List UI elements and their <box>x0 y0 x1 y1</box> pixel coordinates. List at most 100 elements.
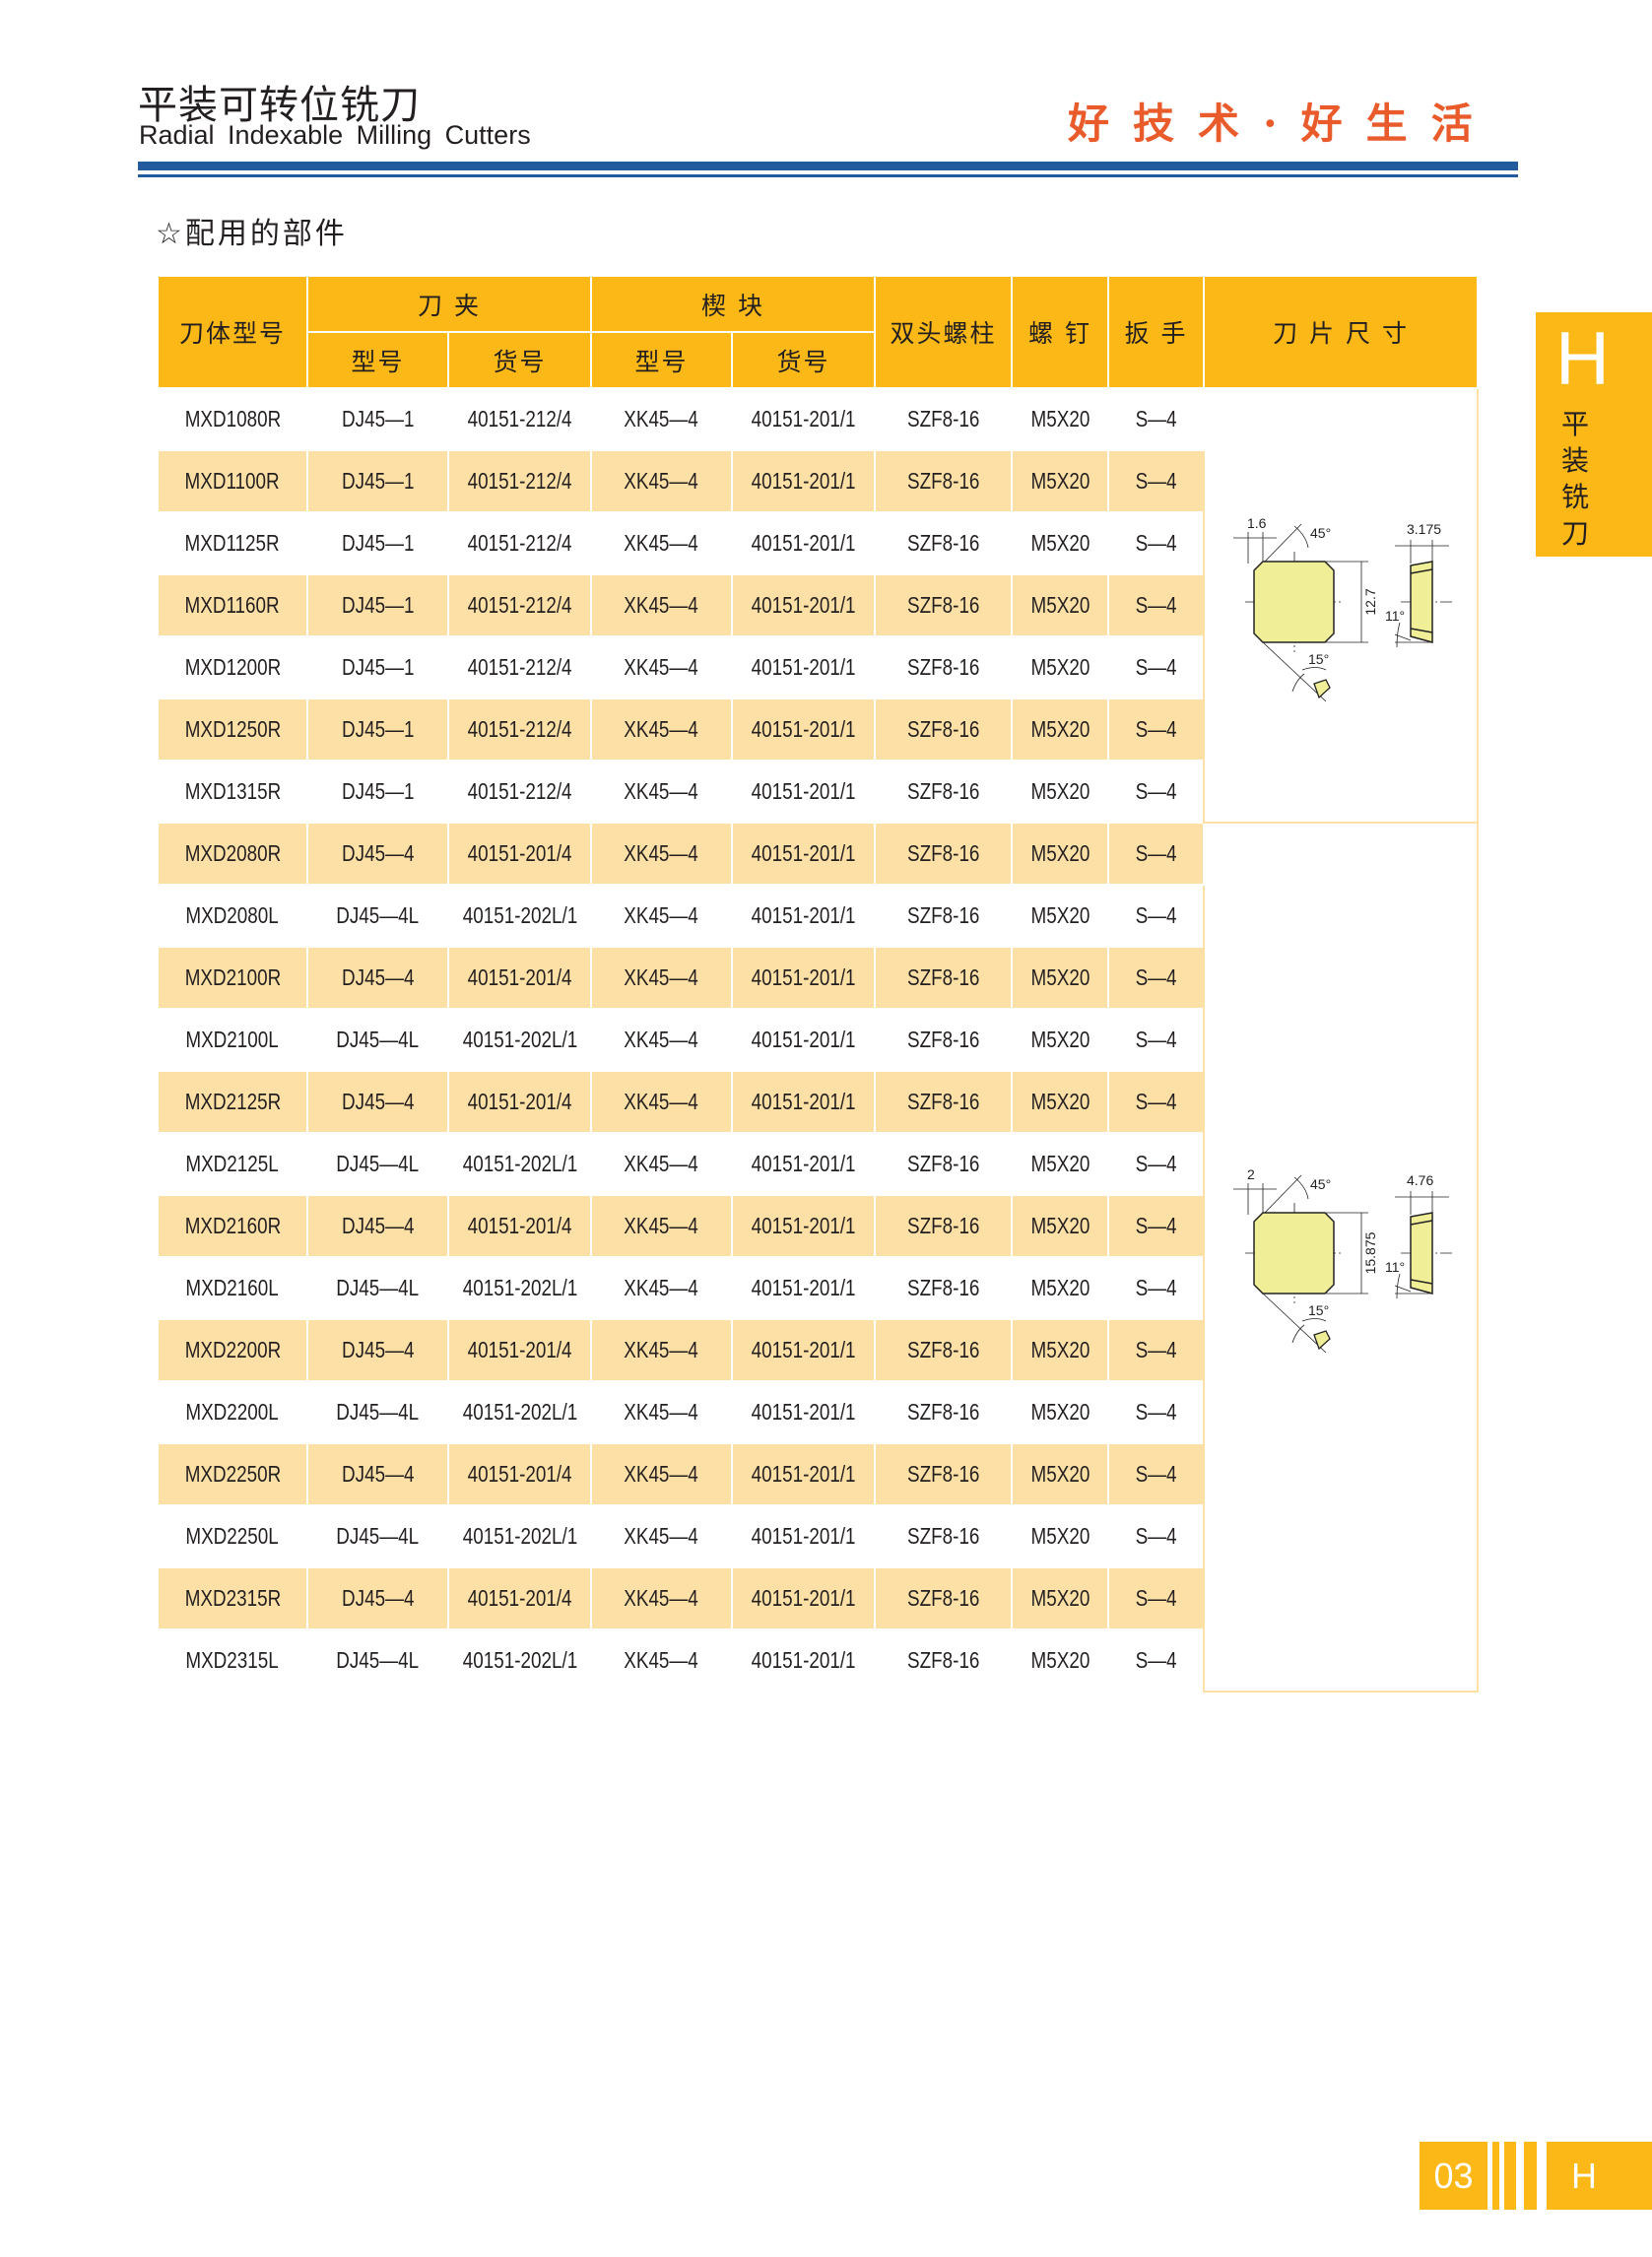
cell-wrench: S—4 <box>1107 1133 1206 1196</box>
cell-screw: M5X20 <box>1011 1505 1110 1568</box>
cell-wedge-part-no: 40151-201/1 <box>731 1133 877 1196</box>
cell-wedge-part-no: 40151-201/1 <box>731 1319 877 1382</box>
cell-text: MXD2125R <box>184 1089 281 1114</box>
cell-holder-model: DJ45—4 <box>306 1071 449 1134</box>
cell-wedge-model: XK45—4 <box>590 885 734 948</box>
cell-text: 40151-212/4 <box>467 654 572 680</box>
cell-wrench: S—4 <box>1107 885 1206 948</box>
cell-screw: M5X20 <box>1011 1257 1110 1320</box>
cell-text: 40151-212/4 <box>467 778 572 804</box>
cell-wrench: S—4 <box>1107 388 1206 451</box>
cell-stud: SZF8-16 <box>874 1009 1014 1072</box>
cell-text: 40151-201/1 <box>751 778 856 804</box>
cell-screw: M5X20 <box>1011 698 1110 762</box>
cell-screw: M5X20 <box>1011 761 1110 824</box>
cell-holder-model: DJ45—1 <box>306 636 449 699</box>
cell-body-model: MXD2080L <box>157 885 308 948</box>
cell-holder-model: DJ45—1 <box>306 388 449 451</box>
cell-body-model: MXD1080R <box>157 388 308 451</box>
cell-text: 40151-201/4 <box>467 1337 572 1362</box>
cell-holder-part-no: 40151-212/4 <box>446 574 593 637</box>
cell-text: 40151-201/1 <box>751 406 856 431</box>
cell-wedge-part-no: 40151-201/1 <box>731 947 877 1010</box>
cell-stud: SZF8-16 <box>874 947 1014 1010</box>
side-tab: H 平装铣刀 <box>1536 312 1652 557</box>
cell-wrench: S—4 <box>1107 1567 1206 1630</box>
thickness-label: 4.76 <box>1407 1172 1433 1188</box>
cell-text: S—4 <box>1135 1151 1177 1176</box>
angle-top-label: 45° <box>1310 525 1331 541</box>
cell-wrench: S—4 <box>1107 1257 1206 1320</box>
cell-text: DJ45—1 <box>341 468 415 494</box>
cell-text: 40151-201/4 <box>467 1213 572 1238</box>
side-tab-letter: H <box>1555 317 1610 401</box>
cell-wedge-part-no: 40151-201/1 <box>731 761 877 824</box>
header-wedge: 楔 块 <box>590 275 877 333</box>
footer-stripe <box>1492 2142 1499 2210</box>
cell-wedge-part-no: 40151-201/1 <box>731 1381 877 1444</box>
cell-wedge-part-no: 40151-201/1 <box>731 698 877 762</box>
cell-holder-part-no: 40151-212/4 <box>446 388 593 451</box>
cell-holder-model: DJ45—4 <box>306 1443 449 1506</box>
cell-text: M5X20 <box>1030 902 1090 928</box>
cell-wedge-model: XK45—4 <box>590 1195 734 1258</box>
cell-text: DJ45—1 <box>341 530 415 556</box>
cell-body-model: MXD1100R <box>157 450 308 513</box>
cell-text: M5X20 <box>1030 1461 1090 1487</box>
size-label: 15.875 <box>1362 1231 1378 1274</box>
table-row: MXD1080R DJ45—1 40151-212/4 XK45—4 40151-201… <box>157 387 1480 824</box>
cell-text: 40151-201/4 <box>467 1089 572 1114</box>
cell-text: MXD2315L <box>185 1647 280 1673</box>
cell-text: 40151-201/1 <box>751 1523 856 1549</box>
cell-body-model: MXD2100R <box>157 947 308 1010</box>
cell-screw: M5X20 <box>1011 947 1110 1010</box>
cell-wedge-part-no: 40151-201/1 <box>731 574 877 637</box>
footer-stripe <box>1524 2142 1537 2210</box>
cell-stud: SZF8-16 <box>874 512 1014 575</box>
cell-text: 40151-201/1 <box>751 1585 856 1611</box>
cell-body-model: MXD2315R <box>157 1567 308 1630</box>
header-holder-model: 型号 <box>306 331 449 389</box>
table-row: MXD1125R DJ45—1 40151-212/4 XK45—4 40151-201… <box>157 512 1478 575</box>
cell-text: MXD2250R <box>184 1461 281 1487</box>
cell-holder-part-no: 40151-202L/1 <box>446 1133 593 1196</box>
table-row: MXD2315L DJ45—4L 40151-202L/1 XK45—4 40151-2… <box>157 1629 1478 1693</box>
cell-body-model: MXD2200R <box>157 1319 308 1382</box>
cell-text: MXD2080R <box>184 840 281 866</box>
cell-text: XK45—4 <box>624 468 699 494</box>
cell-holder-part-no: 40151-201/4 <box>446 823 593 886</box>
cell-stud: SZF8-16 <box>874 1505 1014 1568</box>
cell-text: XK45—4 <box>624 840 699 866</box>
cell-text: DJ45—4L <box>336 1523 420 1549</box>
cell-text: S—4 <box>1135 964 1177 990</box>
cell-text: 40151-202L/1 <box>462 1151 577 1176</box>
cell-text: 40151-201/4 <box>467 1585 572 1611</box>
cell-text: MXD1200R <box>184 654 281 680</box>
cell-text: XK45—4 <box>624 654 699 680</box>
cell-text: 40151-201/1 <box>751 902 856 928</box>
cell-text: S—4 <box>1135 1337 1177 1362</box>
header-wrench: 扳 手 <box>1107 275 1206 389</box>
cell-holder-part-no: 40151-201/4 <box>446 1567 593 1630</box>
cell-holder-part-no: 40151-212/4 <box>446 761 593 824</box>
cell-wrench: S—4 <box>1107 1009 1206 1072</box>
cell-holder-model: DJ45—4L <box>306 1505 449 1568</box>
cell-text: XK45—4 <box>624 1647 699 1673</box>
cell-text: XK45—4 <box>624 1399 699 1425</box>
cell-text: 40151-201/1 <box>751 592 856 618</box>
cell-text: M5X20 <box>1030 1213 1090 1238</box>
cell-text: 40151-201/1 <box>751 1089 856 1114</box>
cell-text: XK45—4 <box>624 1213 699 1238</box>
cell-text: DJ45—4L <box>336 1647 420 1673</box>
cell-body-model: MXD2080R <box>157 823 308 886</box>
cell-text: S—4 <box>1135 902 1177 928</box>
table-row: MXD2100L DJ45—4L 40151-202L/1 XK45—4 40151-2… <box>157 1009 1478 1072</box>
cell-text: 40151-212/4 <box>467 468 572 494</box>
cell-stud: SZF8-16 <box>874 1567 1014 1630</box>
table-row: MXD1315R DJ45—1 40151-212/4 XK45—4 40151-201… <box>157 761 1478 824</box>
table-row: MXD2250R DJ45—4 40151-201/4 XK45—4 40151-201… <box>157 1443 1478 1506</box>
table-body: MXD1080R DJ45—1 40151-212/4 XK45—4 40151-201… <box>157 387 1480 1693</box>
cell-stud: SZF8-16 <box>874 885 1014 948</box>
cell-screw: M5X20 <box>1011 450 1110 513</box>
cell-text: M5X20 <box>1030 964 1090 990</box>
